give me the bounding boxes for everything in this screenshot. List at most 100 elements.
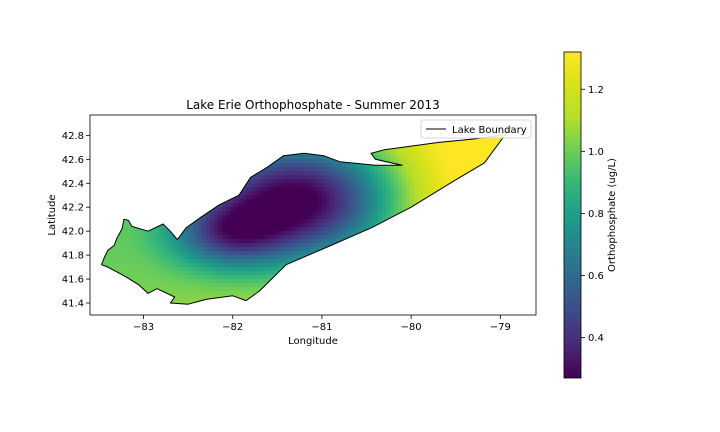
field-cell xyxy=(474,215,479,220)
field-cell xyxy=(270,199,275,204)
field-cell xyxy=(174,171,179,176)
field-cell xyxy=(382,203,387,208)
field-cell xyxy=(222,287,227,292)
field-cell xyxy=(254,139,259,144)
field-cell xyxy=(406,127,411,128)
field-cell xyxy=(342,231,347,236)
field-cell xyxy=(322,131,327,136)
field-cell xyxy=(150,275,155,280)
field-cell xyxy=(370,187,375,192)
field-cell xyxy=(330,163,335,168)
field-cell xyxy=(214,275,219,280)
field-cell xyxy=(198,207,203,212)
field-cell xyxy=(374,135,379,140)
field-cell xyxy=(458,255,463,260)
field-cell xyxy=(286,187,291,192)
field-cell xyxy=(466,203,471,208)
field-cell xyxy=(442,163,447,168)
field-cell xyxy=(126,163,131,168)
field-cell xyxy=(266,287,271,292)
field-cell xyxy=(418,239,423,244)
field-cell xyxy=(438,283,443,288)
field-cell xyxy=(382,151,387,156)
field-cell xyxy=(130,187,135,192)
field-cell xyxy=(290,127,295,128)
field-cell xyxy=(358,283,363,288)
field-cell xyxy=(274,303,279,305)
field-cell xyxy=(226,175,231,180)
field-cell xyxy=(418,279,423,284)
field-cell xyxy=(394,255,399,260)
field-cell xyxy=(422,191,427,196)
field-cell xyxy=(166,127,171,128)
field-cell xyxy=(278,239,283,244)
field-cell xyxy=(166,183,171,188)
field-cell xyxy=(146,159,151,164)
field-cell xyxy=(374,143,379,148)
field-cell xyxy=(314,299,319,304)
field-cell xyxy=(258,267,263,272)
field-cell xyxy=(106,207,111,212)
field-cell xyxy=(350,279,355,284)
field-cell xyxy=(358,291,363,296)
field-cell xyxy=(418,227,423,232)
field-cell xyxy=(258,239,263,244)
field-cell xyxy=(290,295,295,300)
field-cell xyxy=(122,163,127,168)
field-cell xyxy=(482,223,487,228)
field-cell xyxy=(342,219,347,224)
field-cell xyxy=(178,263,183,268)
field-cell xyxy=(170,275,175,280)
field-cell xyxy=(142,187,147,192)
field-cell xyxy=(198,135,203,140)
field-cell xyxy=(230,127,235,128)
field-cell xyxy=(458,163,463,168)
field-cell xyxy=(150,159,155,164)
field-cell xyxy=(486,183,491,188)
field-cell xyxy=(478,243,483,248)
field-cell xyxy=(206,227,211,232)
field-cell xyxy=(290,155,295,160)
field-cell xyxy=(182,139,187,144)
field-cell xyxy=(126,207,131,212)
field-cell xyxy=(138,171,143,176)
field-cell xyxy=(290,247,295,252)
field-cell xyxy=(258,143,263,148)
field-cell xyxy=(378,127,383,132)
field-cell xyxy=(150,239,155,244)
field-cell xyxy=(118,199,123,204)
field-cell xyxy=(454,143,459,148)
field-cell xyxy=(406,287,411,292)
field-cell xyxy=(134,243,139,248)
field-cell xyxy=(390,115,395,120)
field-cell xyxy=(354,239,359,244)
field-cell xyxy=(422,143,427,148)
field-cell xyxy=(158,211,163,216)
field-cell xyxy=(286,287,291,292)
field-cell xyxy=(274,291,279,296)
field-cell xyxy=(462,299,467,304)
field-cell xyxy=(346,131,351,136)
field-cell xyxy=(378,283,383,288)
field-cell xyxy=(402,215,407,220)
field-cell xyxy=(414,195,419,200)
field-cell xyxy=(114,279,119,284)
field-cell xyxy=(310,131,315,136)
field-cell xyxy=(446,115,451,120)
field-cell xyxy=(122,155,127,160)
field-cell xyxy=(394,307,399,312)
field-cell xyxy=(398,235,403,240)
field-cell xyxy=(406,271,411,276)
field-cell xyxy=(154,295,159,300)
field-cell xyxy=(258,295,263,300)
field-cell xyxy=(366,307,371,312)
field-cell xyxy=(342,267,347,272)
field-cell xyxy=(270,287,275,292)
field-cell xyxy=(390,303,395,305)
field-cell xyxy=(450,283,455,288)
field-cell xyxy=(226,143,231,148)
field-cell xyxy=(386,191,391,196)
field-cell xyxy=(106,135,111,140)
field-cell xyxy=(378,131,383,136)
field-cell xyxy=(122,183,127,188)
